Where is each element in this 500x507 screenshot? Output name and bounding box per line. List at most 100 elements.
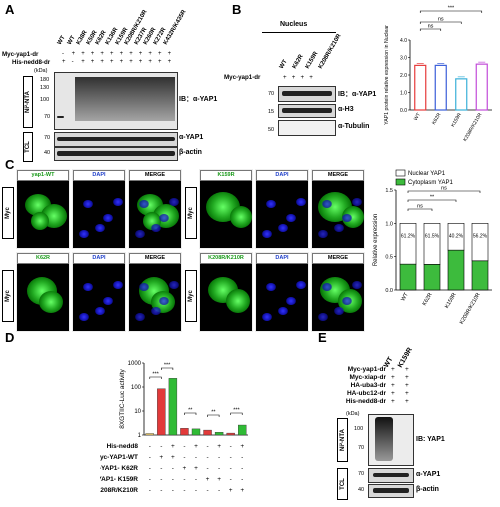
panel-a-myc-sign: + xyxy=(129,51,133,57)
chart-d-sig-label: *** xyxy=(164,363,171,369)
chart-b-sig-label: ns xyxy=(428,24,434,30)
panel-c-dapi-nucleus xyxy=(266,200,276,208)
panel-c-micrograph: yap1-WT xyxy=(16,169,70,249)
panel-c-dapi-nucleus xyxy=(139,283,149,291)
panel-e-tcl-band xyxy=(373,473,409,477)
panel-c-side-text: Myc xyxy=(5,207,12,219)
panel-c-dapi-nucleus xyxy=(296,198,306,206)
panel-a-kda-130: 130 xyxy=(40,85,50,91)
panel-a-myc-sign: + xyxy=(148,51,152,57)
chart-d-sign: - xyxy=(160,487,162,494)
chart-c-sig-label: ns xyxy=(417,204,423,210)
panel-c-dapi-nucleus xyxy=(113,198,123,206)
chart-d-ytick-label: 10 xyxy=(134,409,141,415)
panel-c-dapi-nucleus xyxy=(151,224,161,232)
chart-c-bar-nuclear xyxy=(471,223,489,262)
chart-b-sig-bracket xyxy=(419,10,483,13)
chart-d-sign: + xyxy=(194,443,198,450)
panel-a-tcl-kda-70: 70 xyxy=(44,135,51,141)
panel-c-dapi-nucleus xyxy=(135,313,145,321)
chart-c-ytick-label: 0.0 xyxy=(385,288,393,294)
panel-c-side-label: Myc xyxy=(185,187,197,239)
panel-c-micrograph: DAPI xyxy=(72,169,126,249)
chart-c-bar-cytoplasm xyxy=(447,249,465,291)
panel-c-micrograph-title: K159R xyxy=(200,170,252,181)
chart-d-row-label: Myc-yap1-K208R/K210R xyxy=(100,487,138,494)
panel-c-dapi-nucleus xyxy=(286,297,296,305)
panel-c-micrograph-title: DAPI xyxy=(256,170,308,181)
chart-d-bar xyxy=(191,428,201,436)
chart-nuclear-yap1: 0.0 1.0 2.0 3.0 4.0 YAP1 protein relative exp… xyxy=(384,6,492,143)
chart-d-sign: - xyxy=(183,443,185,450)
panel-a-kda-70: 70 xyxy=(44,114,51,120)
panel-c-micrograph-title: MERGE xyxy=(312,170,364,181)
chart-d-sig-bracket xyxy=(207,414,220,417)
chart-d-row-label: Myc-YAP1- K159R xyxy=(100,476,138,483)
chart-d-sign: - xyxy=(230,443,232,450)
panel-e-sign: + xyxy=(391,374,395,381)
panel-c-micrograph: MERGE xyxy=(311,252,365,332)
panel-c-side-label: Myc xyxy=(2,270,14,322)
panel-e-smear xyxy=(375,417,393,461)
chart-c-ytick-label: 1.0 xyxy=(385,221,393,227)
chart-d-sign: + xyxy=(183,465,187,472)
chart-d-sign: - xyxy=(195,476,197,483)
panel-e-row-label: Myc-xiap-dr xyxy=(349,374,386,381)
panel-c-micrograph-title: MERGE xyxy=(312,253,364,264)
chart-c-legend-swatch xyxy=(395,178,406,186)
panel-c-dapi-nucleus xyxy=(334,307,344,315)
chart-c-percent-label: 61.2% xyxy=(401,233,416,239)
panel-a-his-sign: + xyxy=(90,59,95,65)
panel-b-kda-50: 50 xyxy=(268,127,275,133)
panel-a-his-sign: + xyxy=(167,59,172,65)
chart-b-ytick-label: 2.0 xyxy=(400,73,407,79)
chart-b-sig-bracket xyxy=(419,21,462,24)
chart-d-sign: - xyxy=(218,465,220,472)
chart-c-xtick-label: K62R xyxy=(422,292,434,307)
panel-a-tcl-yap1-blot xyxy=(54,132,178,147)
chart-c-sig-bracket xyxy=(407,208,433,211)
chart-c-sig-label: ** xyxy=(430,195,435,201)
chart-d-sign: - xyxy=(149,476,151,483)
panel-c-micrograph-title: K62R xyxy=(17,253,69,264)
panel-b-kda-15: 15 xyxy=(268,109,275,115)
chart-b-bar xyxy=(475,63,488,111)
chart-d-sign: - xyxy=(183,454,185,461)
panel-c-micrograph: DAPI xyxy=(255,252,309,332)
panel-b-tubulin-blot xyxy=(278,120,336,136)
panel-c-micrograph: K208R/K210R xyxy=(199,252,253,332)
panel-e-sign: + xyxy=(391,382,395,389)
panel-e-row-label: HA-uba3-dr xyxy=(350,382,386,389)
chart-d-sign: + xyxy=(159,454,163,461)
panel-c-micrograph: MERGE xyxy=(128,252,182,332)
panel-b-row-myc: Myc-yap1-dr xyxy=(224,74,261,81)
panel-c-dapi-nucleus xyxy=(262,230,272,238)
panel-label-a: A xyxy=(5,2,15,17)
chart-d-sig-label: *** xyxy=(233,408,240,414)
panel-c-dapi-nucleus xyxy=(262,313,272,321)
chart-c-bar-nuclear xyxy=(399,223,417,265)
panel-a-his-sign: + xyxy=(129,59,133,65)
panel-a-myc-sign: + xyxy=(138,51,143,57)
panel-c-dapi-nucleus xyxy=(83,283,93,291)
panel-e-sign: + xyxy=(405,374,409,381)
chart-d-bar xyxy=(226,432,235,436)
chart-d-sig-label: ** xyxy=(211,410,216,416)
panel-e-sign: + xyxy=(391,398,395,405)
panel-c-dapi-nucleus xyxy=(103,297,113,305)
panel-b-signs: + + + + xyxy=(283,74,313,81)
panel-e-actin-label: β-actin xyxy=(416,486,439,493)
chart-d-bar xyxy=(214,432,224,436)
panel-a-myc-sign: + xyxy=(158,51,162,57)
panel-c-dapi-nucleus xyxy=(83,200,93,208)
chart-d-sign: + xyxy=(194,465,198,472)
panel-b-ib-tubulin: α-Tubulin xyxy=(338,123,370,130)
chart-d-sign: + xyxy=(217,476,221,483)
chart-c-bar-nuclear xyxy=(423,223,441,265)
chart-b-bar xyxy=(455,78,468,111)
panel-c-micrograph-title: DAPI xyxy=(73,170,125,181)
chart-c-legend-label: Nuclear YAP1 xyxy=(408,171,446,177)
chart-b-xtick-label: WT xyxy=(413,112,422,122)
panel-c-dapi-nucleus xyxy=(151,307,161,315)
